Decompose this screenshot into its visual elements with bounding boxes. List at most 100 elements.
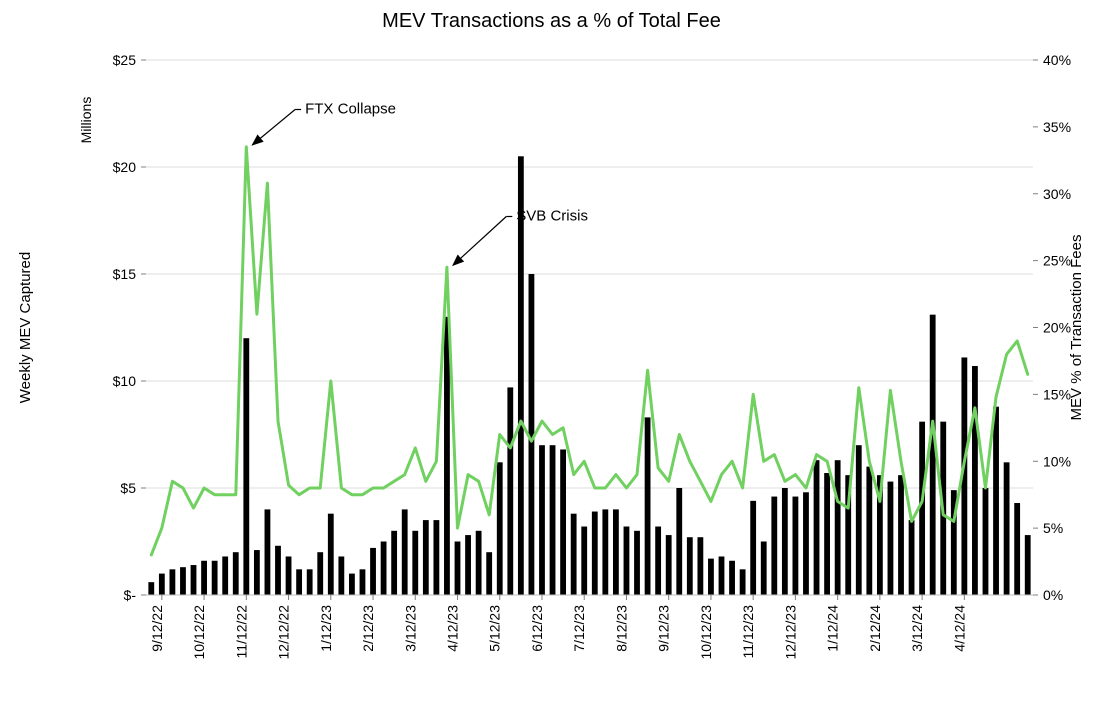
xtick-label: 10/12/23: [698, 605, 714, 660]
bar: [180, 567, 186, 595]
bar: [782, 488, 788, 595]
bar: [814, 460, 820, 595]
ytick-right-label: 15%: [1043, 386, 1071, 402]
xtick-label: 10/12/22: [191, 605, 207, 660]
bar: [328, 514, 334, 595]
ytick-left-label: $25: [113, 52, 137, 68]
bar: [307, 569, 313, 595]
bar: [729, 561, 735, 595]
bar: [761, 542, 767, 596]
annotation-arrow: [252, 110, 295, 145]
bar: [148, 582, 154, 595]
xtick-label: 4/12/23: [445, 605, 461, 652]
bar: [402, 509, 408, 595]
ytick-right-label: 25%: [1043, 253, 1071, 269]
bar: [349, 574, 355, 595]
right-axis-label: MEV % of Transaction Fees: [1068, 235, 1085, 421]
bar: [539, 445, 545, 595]
bar: [634, 531, 640, 595]
xtick-label: 5/12/23: [487, 605, 503, 652]
bar: [507, 387, 513, 595]
bar: [972, 366, 978, 595]
bar: [571, 514, 577, 595]
xtick-label: 6/12/23: [529, 605, 545, 652]
xtick-label: 12/12/23: [782, 605, 798, 660]
bar: [1025, 535, 1031, 595]
xtick-label: 3/12/24: [909, 605, 925, 652]
ytick-right-label: 30%: [1043, 186, 1071, 202]
bar: [602, 509, 608, 595]
bar: [993, 407, 999, 595]
chart-title: MEV Transactions as a % of Total Fee: [0, 10, 1103, 33]
bar: [624, 527, 630, 595]
ytick-left-label: $15: [113, 266, 137, 282]
bar: [1004, 462, 1010, 595]
bar: [909, 520, 915, 595]
ytick-left-label: $20: [113, 159, 137, 175]
bar: [222, 556, 228, 595]
bar: [254, 550, 260, 595]
bar: [581, 527, 587, 595]
xtick-label: 4/12/24: [951, 605, 967, 652]
bar: [286, 556, 292, 595]
bar: [317, 552, 323, 595]
bar: [592, 512, 598, 595]
xtick-label: 1/12/23: [318, 605, 334, 652]
ytick-left-label: $10: [113, 373, 137, 389]
chart-svg: $-$5$10$15$20$250%5%10%15%20%25%30%35%40…: [0, 0, 1103, 720]
bar: [370, 548, 376, 595]
bar: [275, 546, 281, 595]
bar: [898, 475, 904, 595]
bar: [201, 561, 207, 595]
bar: [803, 492, 809, 595]
bar: [360, 569, 366, 595]
bar: [159, 574, 165, 595]
ytick-left-label: $5: [120, 480, 136, 496]
bar: [476, 531, 482, 595]
bar: [676, 488, 682, 595]
bar: [866, 467, 872, 595]
bar: [687, 537, 693, 595]
annotation-arrow: [453, 217, 506, 266]
bar: [243, 338, 249, 595]
bar: [391, 531, 397, 595]
xtick-label: 1/12/24: [825, 605, 841, 652]
bar: [655, 527, 661, 595]
ytick-right-label: 5%: [1043, 520, 1063, 536]
bar: [708, 559, 714, 595]
bar: [697, 537, 703, 595]
annotation-label: FTX Collapse: [305, 101, 396, 118]
bar: [613, 509, 619, 595]
line-series: [151, 147, 1027, 555]
xtick-label: 7/12/23: [571, 605, 587, 652]
bar: [771, 497, 777, 595]
ytick-right-label: 20%: [1043, 320, 1071, 336]
left-axis-unit-label: Millions: [78, 97, 94, 144]
bar: [233, 552, 239, 595]
bar: [486, 552, 492, 595]
bar: [296, 569, 302, 595]
bar: [1014, 503, 1020, 595]
xtick-label: 9/12/22: [149, 605, 165, 652]
ytick-right-label: 35%: [1043, 119, 1071, 135]
bar: [444, 317, 450, 595]
bar: [423, 520, 429, 595]
bar: [550, 445, 556, 595]
left-axis-label: Weekly MEV Captured: [17, 252, 34, 403]
xtick-label: 11/12/23: [740, 605, 756, 659]
bar: [212, 561, 218, 595]
bar: [983, 488, 989, 595]
ytick-left-label: $-: [124, 587, 137, 603]
ytick-right-label: 10%: [1043, 453, 1071, 469]
xtick-label: 2/12/23: [360, 605, 376, 652]
bar: [433, 520, 439, 595]
xtick-label: 12/12/22: [276, 605, 292, 660]
bar: [455, 542, 461, 596]
bar: [381, 542, 387, 596]
bar: [719, 556, 725, 595]
bar: [740, 569, 746, 595]
bar: [666, 535, 672, 595]
bar: [560, 449, 566, 595]
ytick-right-label: 0%: [1043, 587, 1063, 603]
xtick-label: 8/12/23: [613, 605, 629, 652]
